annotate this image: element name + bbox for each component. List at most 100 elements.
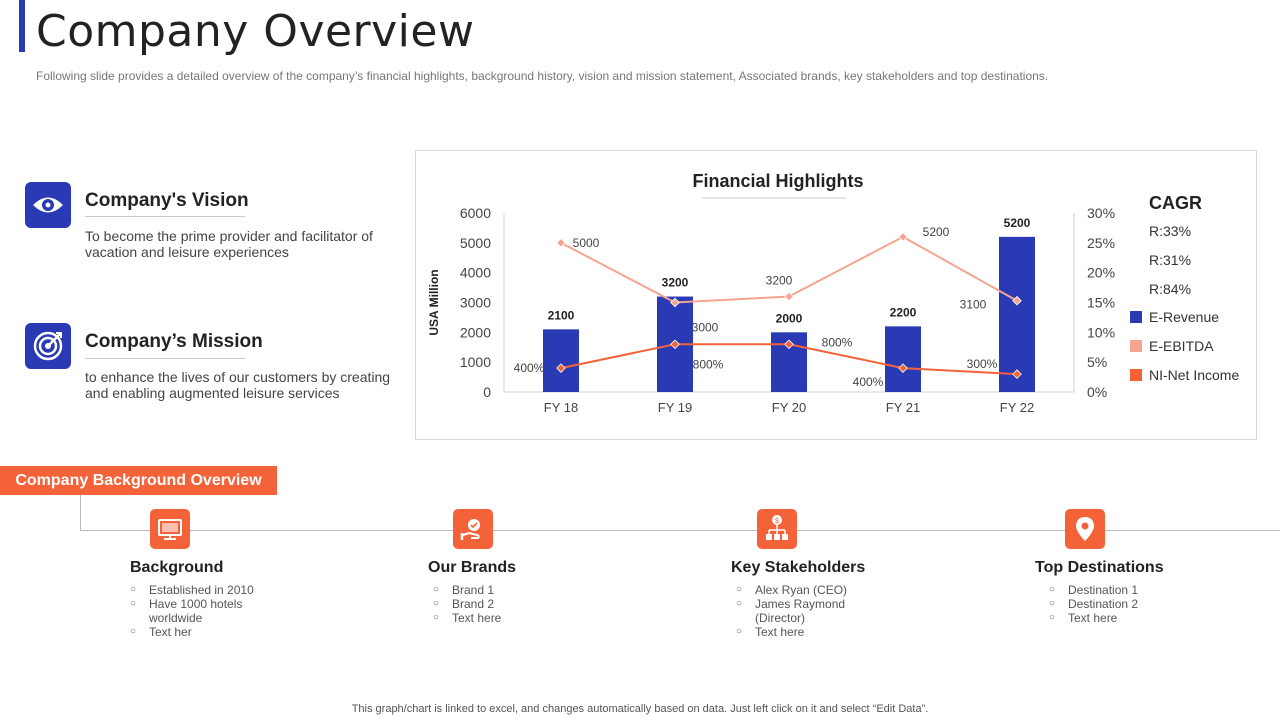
revenue-bar-label: 2200 [890, 305, 917, 319]
ebitda-label: 3000 [692, 321, 719, 335]
mission-text: to enhance the lives of our customers by… [85, 369, 391, 401]
page-title: Company Overview [36, 6, 475, 57]
legend-label: NI-Net Income [1149, 367, 1239, 383]
list-item: Destination 1 [1049, 583, 1199, 597]
ebitda-point [556, 238, 566, 248]
net-income-point [898, 363, 908, 373]
list-item: Brand 1 [433, 583, 583, 597]
y2-tick-label: 10% [1087, 324, 1115, 340]
section-list-background: Established in 2010 Have 1000 hotels wor… [130, 583, 300, 639]
revenue-bar-label: 5200 [1004, 216, 1031, 230]
chart-title: Financial Highlights [692, 171, 863, 191]
svg-text:$: $ [775, 518, 779, 525]
y-tick-label: 1000 [460, 354, 491, 370]
net-income-point [670, 339, 680, 350]
title-accent-bar [19, 0, 25, 52]
list-item: Established in 2010 [130, 583, 300, 597]
revenue-bar [885, 326, 921, 392]
section-title-stakeholders: Key Stakeholders [731, 559, 866, 576]
list-item: Brand 2 [433, 597, 583, 611]
net-income-point [784, 339, 794, 350]
list-item: Text her [130, 625, 300, 639]
x-tick-label: FY 19 [658, 400, 692, 415]
net-income-label: 800% [822, 335, 853, 349]
section-title-background: Background [130, 559, 224, 576]
vision-title: Company's Vision [85, 190, 249, 211]
ebitda-label: 3100 [960, 298, 987, 312]
section-list-stakeholders: Alex Ryan (CEO) James Raymond (Director)… [736, 583, 866, 639]
y-axis-label: USA Million [427, 269, 441, 335]
y-tick-label: 0 [483, 384, 491, 400]
revenue-bar-label: 2000 [776, 311, 803, 325]
y2-tick-label: 0% [1087, 384, 1107, 400]
y-tick-label: 6000 [460, 205, 491, 221]
background-overview-label: Company Background Overview [0, 466, 277, 495]
net-income-label: 800% [693, 357, 724, 371]
x-tick-label: FY 21 [886, 400, 920, 415]
section-title-brands: Our Brands [428, 559, 517, 576]
legend-label: E-Revenue [1149, 309, 1219, 325]
page-subtitle: Following slide provides a detailed over… [36, 69, 1049, 83]
cagr-value: R:33% [1149, 223, 1191, 239]
net-income-point [556, 363, 566, 373]
location-pin-icon [1065, 509, 1105, 549]
x-tick-label: FY 22 [1000, 400, 1034, 415]
vision-divider [85, 216, 245, 217]
x-tick-label: FY 18 [544, 400, 578, 415]
section-list-brands: Brand 1 Brand 2 Text here [433, 583, 583, 625]
revenue-bar [543, 329, 579, 392]
ebitda-label: 5200 [923, 225, 950, 239]
y-tick-label: 4000 [460, 265, 491, 281]
ebitda-point [670, 297, 680, 308]
hand-badge-icon [453, 509, 493, 549]
x-tick-label: FY 20 [772, 400, 806, 415]
ebitda-point [898, 232, 908, 242]
legend-swatch [1130, 340, 1142, 352]
y-tick-label: 2000 [460, 324, 491, 340]
cagr-value: R:31% [1149, 252, 1191, 268]
revenue-bar [999, 236, 1035, 392]
net-income-point [1012, 369, 1022, 379]
cagr-title: CAGR [1149, 193, 1202, 213]
y2-tick-label: 25% [1087, 235, 1115, 251]
list-item: Text here [1049, 611, 1199, 625]
y2-tick-label: 15% [1087, 295, 1115, 311]
timeline-line [80, 530, 1280, 531]
y-tick-label: 5000 [460, 235, 491, 251]
revenue-bar-label: 3200 [662, 276, 689, 290]
net-income-label: 400% [853, 375, 884, 389]
net-income-label: 400% [514, 361, 545, 375]
eye-icon [25, 182, 71, 228]
list-item: James Raymond (Director) [736, 597, 860, 625]
revenue-bar-label: 2100 [548, 308, 575, 322]
footer-note: This graph/chart is linked to excel, and… [351, 703, 929, 715]
y2-tick-label: 20% [1087, 265, 1115, 281]
list-item: Destination 2 [1049, 597, 1199, 611]
y-tick-label: 3000 [460, 295, 491, 311]
net-income-label: 300% [967, 357, 998, 371]
y2-tick-label: 30% [1087, 205, 1115, 221]
y2-tick-label: 5% [1087, 354, 1107, 370]
ebitda-label: 5000 [573, 236, 600, 250]
cagr-value: R:84% [1149, 281, 1191, 297]
list-item: Text here [433, 611, 583, 625]
section-title-destinations: Top Destinations [1035, 559, 1164, 576]
list-item: Text here [736, 625, 866, 639]
legend-label: E-EBITDA [1149, 338, 1214, 354]
section-list-destinations: Destination 1 Destination 2 Text here [1049, 583, 1199, 625]
ebitda-label: 3200 [766, 274, 793, 288]
hierarchy-icon: $ [757, 509, 797, 549]
timeline-connector [80, 495, 81, 530]
mission-title: Company’s Mission [85, 331, 263, 352]
list-item: Alex Ryan (CEO) [736, 583, 866, 597]
legend-swatch [1130, 311, 1142, 323]
financial-highlights-chart[interactable]: Financial Highlights USA Million 6000 5000 4… [415, 150, 1257, 440]
list-item: Have 1000 hotels worldwide [130, 597, 259, 625]
ebitda-point [784, 291, 794, 302]
legend-swatch [1130, 369, 1142, 381]
vision-text: To become the prime provider and facilit… [85, 228, 373, 260]
chart-svg: Financial Highlights USA Million 6000 5000 4… [427, 171, 1239, 415]
monitor-icon [150, 509, 190, 549]
target-icon [25, 323, 71, 369]
mission-divider [85, 358, 245, 359]
